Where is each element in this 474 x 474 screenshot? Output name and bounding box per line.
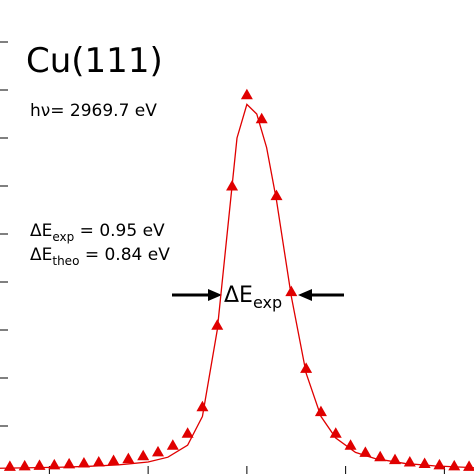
annotation-sub: exp <box>253 293 282 312</box>
data-point <box>166 439 179 450</box>
data-point <box>63 457 76 469</box>
data-point <box>107 454 120 466</box>
annotation-rest: = 0.84 eV <box>79 245 170 265</box>
data-point <box>463 460 474 471</box>
data-point <box>329 427 342 438</box>
data-point <box>418 457 431 468</box>
annotation: hν= 2969.7 eV <box>30 101 157 121</box>
data-point <box>122 452 135 464</box>
annotation-main: ΔE <box>30 245 52 265</box>
annotation-sub: theo <box>52 254 79 268</box>
data-point <box>270 189 283 201</box>
data-point <box>181 427 194 438</box>
data-point <box>18 459 31 471</box>
data-point <box>314 405 327 417</box>
data-point <box>448 459 461 471</box>
data-point <box>77 456 90 468</box>
data-point <box>137 449 150 461</box>
annotation: ΔEtheo = 0.84 eV <box>30 245 170 268</box>
fwhm-arrows <box>172 289 344 301</box>
annotation-main: ΔE <box>224 283 253 308</box>
annotation-sub: exp <box>52 230 74 244</box>
data-point <box>433 458 446 470</box>
data-point <box>300 362 313 373</box>
chart-title: Cu(111) <box>26 41 163 81</box>
data-point <box>3 460 16 471</box>
annotation-rest: = 0.95 eV <box>74 221 165 241</box>
data-point <box>92 456 105 467</box>
data-point <box>152 445 164 457</box>
annotation: ΔEexp = 0.95 eV <box>30 221 165 244</box>
annotation-main: ΔE <box>30 221 52 241</box>
data-point <box>196 400 209 412</box>
data-point <box>240 88 253 100</box>
data-point <box>285 285 298 297</box>
fwhm-label: ΔEexp <box>224 283 282 312</box>
data-point <box>403 456 416 467</box>
fit-line <box>0 103 474 469</box>
